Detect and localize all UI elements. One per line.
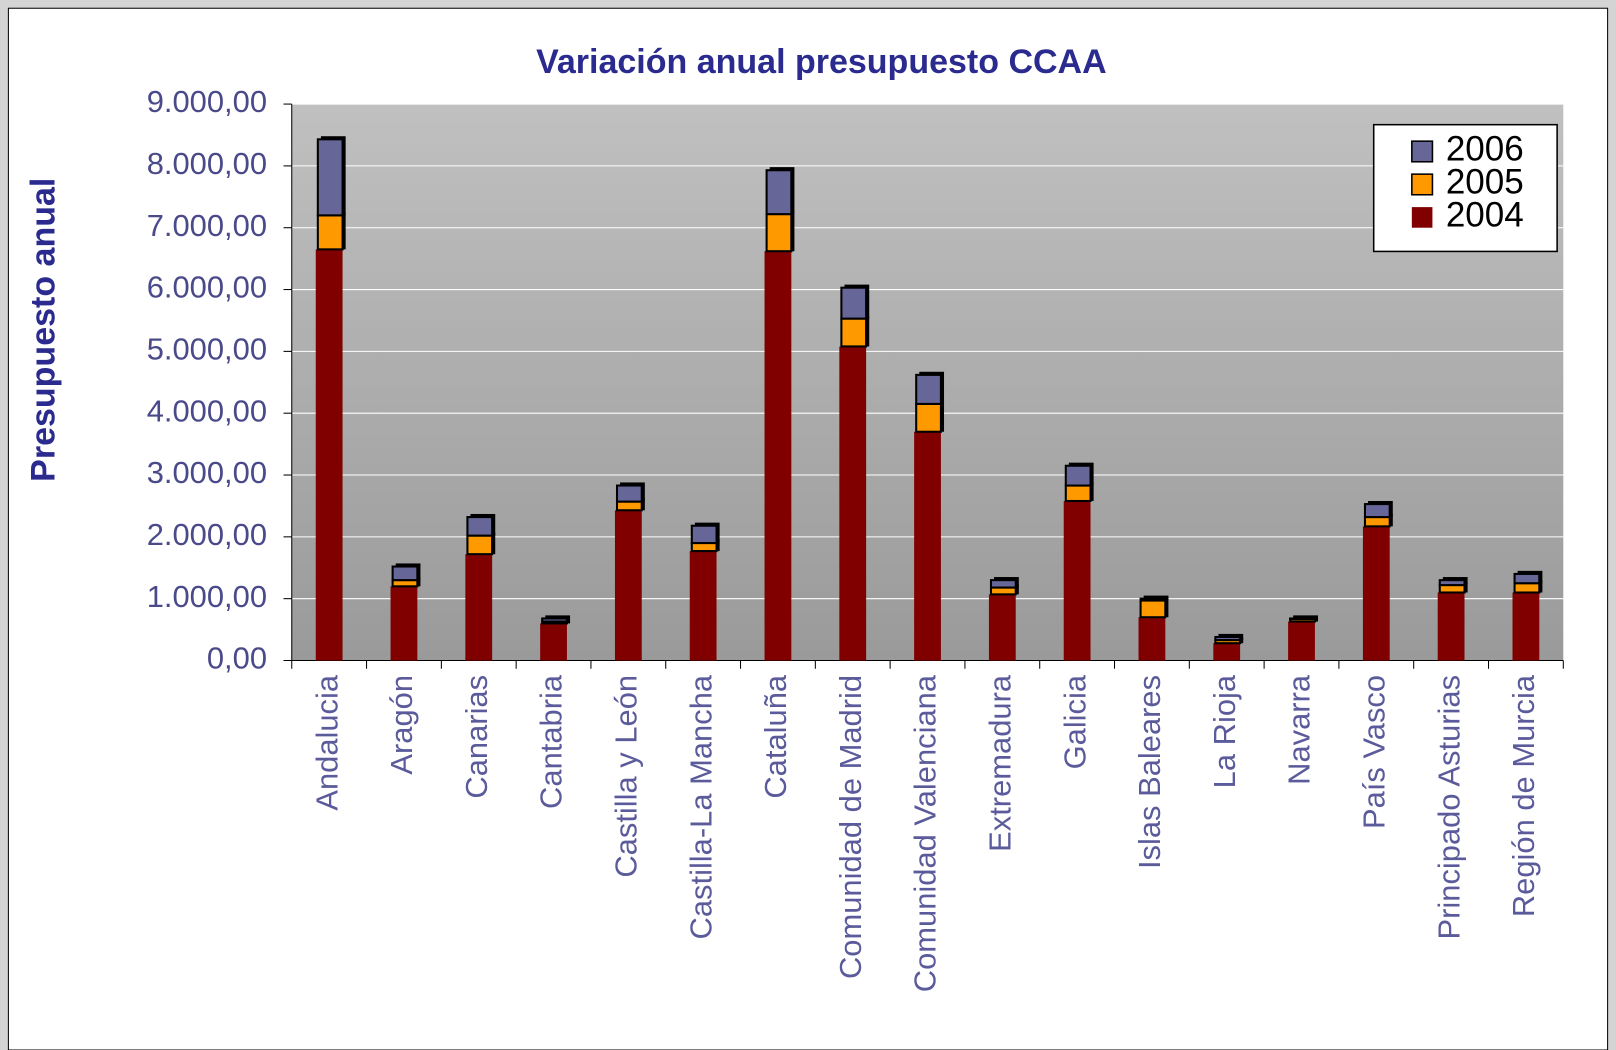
x-tick-label: Andalucia	[309, 674, 344, 811]
bar	[840, 317, 868, 348]
x-tick-label: Navarra	[1282, 674, 1317, 785]
bar	[989, 579, 1017, 589]
bar	[390, 586, 418, 661]
x-tick-label: Galicia	[1057, 674, 1092, 769]
bar	[839, 346, 867, 661]
legend-label: 2006	[1446, 130, 1524, 169]
x-tick-label: Cantabria	[534, 674, 569, 809]
bar	[764, 251, 792, 661]
legend-swatch	[1411, 140, 1434, 163]
y-tick-label: 5.000,00	[147, 332, 267, 367]
bar	[1214, 635, 1242, 642]
bar	[1138, 617, 1166, 661]
bar	[840, 286, 868, 320]
bar	[765, 169, 793, 216]
bar	[765, 213, 793, 253]
bar	[614, 510, 642, 661]
y-tick-label: 3.000,00	[147, 455, 267, 490]
bar	[690, 542, 718, 553]
y-tick-label: 6.000,00	[147, 270, 267, 305]
bar	[465, 554, 493, 661]
bar	[689, 551, 717, 661]
bar	[615, 500, 643, 512]
bar	[1437, 592, 1465, 661]
x-tick-label: Comunidad de Madrid	[833, 675, 868, 979]
bar	[1512, 592, 1540, 661]
bar	[1139, 597, 1167, 602]
legend-label: 2005	[1446, 163, 1524, 202]
bar	[1064, 464, 1092, 487]
x-tick-label: Cataluña	[758, 674, 793, 799]
bar	[1513, 582, 1541, 594]
bar	[541, 617, 568, 623]
bar	[915, 373, 942, 405]
bar	[1363, 516, 1391, 528]
y-axis-label: Presupuesto anual	[24, 178, 62, 482]
bar	[690, 524, 718, 545]
y-tick-label: 9.000,00	[147, 84, 267, 119]
bar	[1064, 484, 1092, 503]
y-tick-label: 4.000,00	[147, 393, 267, 428]
y-tick-label: 2.000,00	[147, 517, 267, 552]
x-tick-label: Región de Murcia	[1506, 674, 1541, 917]
bar	[466, 516, 494, 537]
bar	[915, 402, 942, 433]
x-tick-label: Castilla y León	[609, 675, 644, 878]
bar	[316, 214, 344, 251]
bar-shadow	[1293, 615, 1318, 620]
x-tick-label: Aragón	[384, 675, 419, 775]
bar	[988, 594, 1016, 661]
bar	[914, 431, 941, 661]
y-tick-label: 1.000,00	[147, 579, 267, 614]
bar	[1513, 572, 1541, 585]
x-tick-label: Canarias	[459, 675, 494, 799]
bar	[1289, 617, 1316, 621]
bar	[1438, 584, 1466, 594]
x-tick-label: La Rioja	[1207, 674, 1242, 788]
legend-swatch	[1411, 207, 1433, 228]
chart-title: Variación anual presupuesto CCAA	[536, 43, 1107, 81]
bar	[466, 534, 494, 556]
bar	[540, 623, 567, 661]
bar	[316, 138, 344, 217]
legend-swatch	[1411, 173, 1434, 196]
y-tick-label: 7.000,00	[147, 208, 267, 243]
legend-label: 2004	[1446, 196, 1524, 235]
x-tick-label: Islas Baleares	[1132, 675, 1167, 869]
bar	[1213, 643, 1241, 661]
x-tick-label: Castilla-La Mancha	[683, 674, 718, 939]
x-tick-label: País Vasco	[1356, 675, 1391, 829]
x-tick-label: Principado Asturias	[1431, 675, 1466, 940]
bar	[1288, 621, 1315, 661]
bar	[615, 484, 643, 503]
bar	[1063, 500, 1091, 661]
x-tick-label: Comunidad Valenciana	[908, 674, 943, 992]
bar	[391, 565, 419, 582]
bar	[1362, 526, 1390, 661]
legend-box	[1372, 123, 1558, 253]
y-tick-label: 0,00	[207, 641, 267, 676]
y-tick-label: 8.000,00	[147, 146, 267, 181]
bar	[315, 249, 343, 661]
bar	[1139, 599, 1167, 619]
x-tick-label: Extremadura	[982, 674, 1017, 852]
bar	[1438, 579, 1466, 587]
bar	[1363, 503, 1391, 519]
